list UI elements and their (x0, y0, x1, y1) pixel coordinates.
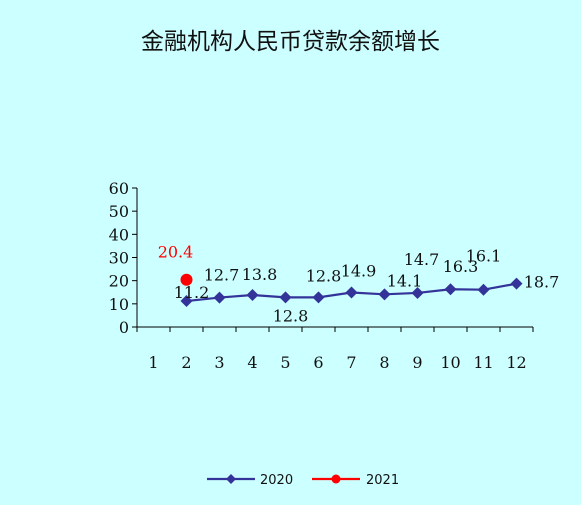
data-label-2020: 14.1 (387, 271, 423, 290)
data-label-2020: 12.8 (273, 306, 309, 325)
legend-marker-2021 (331, 474, 341, 484)
data-point-2020 (411, 286, 424, 299)
data-point-2020 (477, 283, 490, 296)
x-tick-label: 5 (280, 353, 290, 372)
y-tick-label: 40 (109, 225, 129, 244)
data-point-2020 (345, 286, 358, 299)
x-tick-label: 1 (148, 353, 158, 372)
data-point-2020 (180, 295, 193, 308)
data-point-2020 (279, 291, 292, 304)
data-point-2020 (246, 289, 259, 302)
y-tick-label: 60 (109, 179, 129, 198)
data-label-2020: 13.8 (242, 265, 278, 284)
legend-label-2021: 2021 (366, 473, 399, 488)
x-tick-label: 12 (506, 353, 526, 372)
y-tick-label: 20 (109, 272, 129, 291)
x-tick-label: 6 (313, 353, 323, 372)
data-label-2020: 14.7 (404, 250, 440, 269)
y-tick-label: 10 (109, 295, 129, 314)
data-point-2020 (213, 291, 226, 304)
data-point-2020 (510, 277, 523, 290)
data-label-2020: 12.7 (204, 266, 240, 285)
data-point-2020 (378, 288, 391, 301)
y-tick-label: 0 (119, 318, 129, 337)
data-label-2020: 12.8 (306, 266, 342, 285)
y-tick-label: 50 (109, 202, 129, 221)
x-tick-label: 10 (440, 353, 460, 372)
data-label-2020: 11.2 (174, 283, 210, 302)
x-tick-label: 9 (412, 353, 422, 372)
x-tick-label: 8 (379, 353, 389, 372)
data-point-2020 (312, 291, 325, 304)
data-label-2021: 20.4 (158, 243, 194, 262)
legend-label-2020: 2020 (260, 473, 293, 488)
data-label-2020: 18.7 (524, 273, 560, 292)
data-point-2020 (444, 283, 457, 296)
x-tick-label: 4 (247, 353, 257, 372)
data-label-2020: 14.9 (341, 261, 377, 280)
x-tick-label: 3 (214, 353, 224, 372)
y-tick-label: 30 (109, 249, 129, 268)
x-tick-label: 7 (346, 353, 356, 372)
chart-title: 金融机构人民币贷款余额增长 (141, 29, 440, 55)
data-label-2020: 16.3 (443, 257, 479, 276)
x-tick-label: 2 (181, 353, 191, 372)
data-label-2020: 16.1 (466, 247, 502, 266)
data-point-2021 (180, 273, 193, 286)
x-tick-label: 11 (473, 353, 493, 372)
legend-marker-2020 (226, 474, 236, 484)
